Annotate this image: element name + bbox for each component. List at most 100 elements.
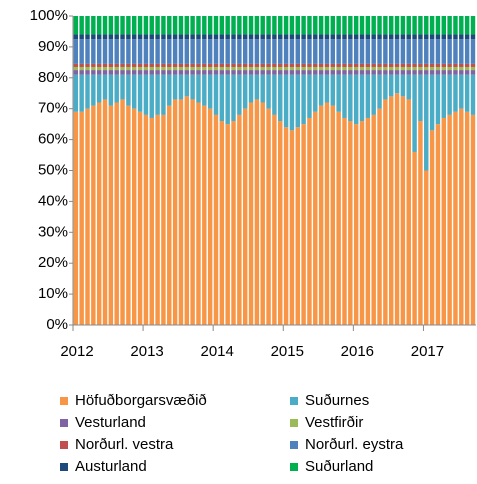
bar-segment — [348, 70, 353, 75]
bar-segment — [120, 70, 125, 75]
bar-segment — [388, 16, 394, 35]
bar-segment — [102, 99, 108, 326]
bar-segment — [137, 34, 143, 40]
bar-segment — [307, 70, 312, 75]
bar-segment — [359, 39, 365, 64]
bar-segment — [79, 74, 84, 112]
bar-segment — [272, 114, 277, 325]
bar-segment — [231, 34, 236, 40]
bar-segment — [435, 39, 441, 64]
bar-segment — [73, 16, 79, 35]
bar-segment — [85, 34, 90, 40]
bar-segment — [207, 39, 213, 64]
bar-segment — [126, 63, 131, 67]
bar-segment — [196, 34, 201, 40]
bar-segment — [114, 34, 119, 40]
bar-segment — [219, 39, 225, 64]
bar-segment — [447, 39, 452, 64]
bar-segment — [278, 39, 283, 64]
bar-segment — [248, 74, 254, 103]
bar-segment — [330, 105, 336, 325]
bar-segment — [435, 70, 441, 75]
bar-segment — [447, 70, 452, 75]
y-tick-label: 10% — [38, 285, 68, 302]
bar-segment — [248, 102, 254, 326]
bar-segment — [184, 66, 190, 71]
bar-segment — [295, 66, 300, 71]
bar-segment — [172, 99, 178, 326]
bar-segment — [85, 66, 90, 71]
bar-segment — [289, 66, 295, 71]
bar-segment — [283, 74, 289, 128]
bar-segment — [459, 108, 464, 325]
bar-segment — [231, 39, 236, 64]
bar-segment — [365, 16, 371, 35]
bar-segment — [429, 130, 435, 325]
bar-segment — [172, 16, 178, 35]
bar-segment — [429, 39, 435, 64]
bar-segment — [132, 39, 137, 64]
bar-segment — [342, 63, 347, 67]
bar-segment — [371, 34, 376, 40]
bar-segment — [91, 34, 96, 40]
bar-segment — [424, 39, 429, 64]
bar-segment — [459, 39, 464, 64]
bar-segment — [278, 70, 283, 75]
bar-segment — [388, 96, 394, 325]
bar-segment — [172, 74, 178, 100]
bar-segment — [447, 66, 452, 71]
bar-segment — [348, 39, 353, 64]
bar-segment — [318, 105, 324, 325]
bar-segment — [254, 39, 260, 64]
bar-segment — [207, 74, 213, 109]
bar-segment — [377, 74, 382, 109]
bar-segment — [126, 105, 131, 325]
bar-segment — [143, 16, 149, 35]
bar-segment — [108, 34, 114, 40]
bar-segment — [190, 63, 195, 67]
bar-segment — [254, 74, 260, 100]
bar-segment — [470, 34, 476, 40]
legend-swatch — [290, 397, 298, 405]
bar-segment — [213, 34, 219, 40]
bar-segment — [207, 16, 213, 35]
x-tick-label: 2016 — [341, 343, 374, 360]
bar-segment — [161, 74, 166, 115]
bar-segment — [365, 117, 371, 325]
bar-segment — [96, 66, 102, 71]
bar-segment — [313, 39, 318, 64]
bar-segment — [330, 39, 336, 64]
bar-segment — [248, 39, 254, 64]
bar-segment — [377, 108, 382, 325]
bar-segment — [242, 39, 248, 64]
bar-segment — [394, 93, 400, 325]
bar-segment — [137, 39, 143, 64]
bar-segment — [301, 74, 306, 125]
bar-segment — [318, 34, 324, 40]
bar-segment — [336, 66, 341, 71]
bar-segment — [278, 63, 283, 67]
bar-segment — [330, 70, 336, 75]
bar-segment — [143, 34, 149, 40]
bar-segment — [301, 63, 306, 67]
bar-segment — [418, 66, 423, 71]
bar-segment — [114, 63, 119, 67]
bar-segment — [85, 63, 90, 67]
bar-segment — [447, 34, 452, 40]
bar-segment — [207, 108, 213, 325]
y-tick-label: 70% — [38, 100, 68, 117]
legend-swatch — [60, 397, 68, 405]
bar-segment — [108, 105, 114, 325]
bar-segment — [371, 70, 376, 75]
bar-segment — [348, 66, 353, 71]
bar-segment — [202, 39, 207, 64]
bar-segment — [453, 16, 458, 35]
bar-segment — [383, 16, 388, 35]
bar-segment — [464, 34, 470, 40]
bar-segment — [149, 63, 154, 67]
bar-segment — [79, 63, 84, 67]
bar-segment — [108, 63, 114, 67]
bar-segment — [242, 34, 248, 40]
bar-segment — [143, 70, 149, 75]
